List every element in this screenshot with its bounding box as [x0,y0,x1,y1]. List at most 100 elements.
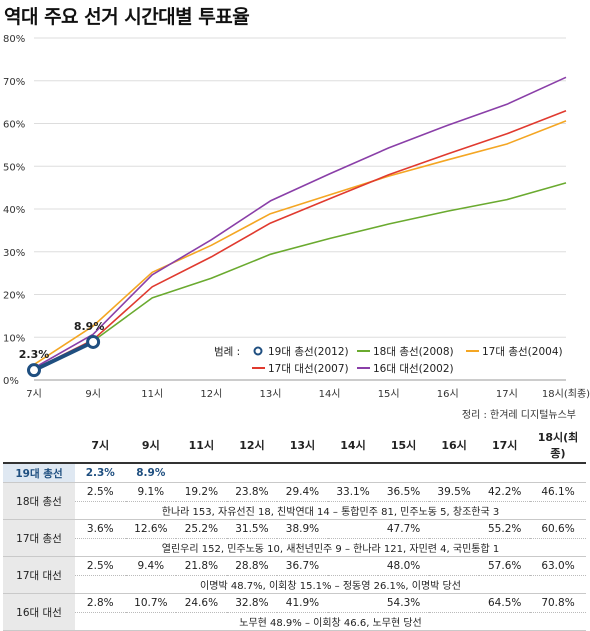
series-line [33,120,567,366]
x-tick-label: 14시 [319,388,341,400]
y-tick-label: 30% [3,248,25,259]
x-tick-label: 11시 [141,388,163,400]
column-header: 13시 [277,428,328,464]
table-cell: 2.5% [75,556,126,576]
table-cell: 57.6% [479,556,530,576]
table-cell: 39.5% [428,482,480,502]
table-cell [428,519,480,539]
header-corner [3,428,75,464]
result-note: 이명박 48.7%, 이회창 15.1% – 정동영 26.1%, 이명박 당선 [75,575,586,594]
table-cell [176,463,227,483]
table-row: 17대 대선 2.5% 9.4% 21.8% 28.8% 36.7% 48.0% 57.6% 6… [3,556,586,594]
table-row: 19대 총선 2.3% 8.9% [3,463,586,483]
x-tick-label: 9시 [85,388,101,400]
legend-title: 범례 : [214,346,240,358]
table-cell: 36.7% [277,556,328,576]
table-cell: 24.6% [176,593,227,613]
table-cell: 60.6% [530,519,586,539]
result-note: 열린우리 152, 민주노동 10, 새천년민주 9 – 한나라 121, 자민… [75,538,586,557]
result-note: 노무현 48.9% – 이회창 46.6, 노무현 당선 [75,612,586,631]
chart-title: 역대 주요 선거 시간대별 투표율 [4,6,250,28]
table-cell: 9.4% [125,556,177,576]
table-row: 17대 총선 3.6% 12.6% 25.2% 31.5% 38.9% 47.7% 55.2%… [3,519,586,557]
y-tick-label: 60% [3,120,25,131]
column-header: 16시 [428,428,480,464]
x-tick-label: 16시 [437,388,459,400]
legend-label: 17대 대선(2007) [268,363,349,375]
table-note-row: 노무현 48.9% – 이회창 46.6, 노무현 당선 [3,612,586,631]
table-cell [378,463,429,483]
column-header: 12시 [226,428,278,464]
x-tick-label: 17시 [496,388,518,400]
table-cell [428,593,480,613]
result-note: 한나라 153, 자유선진 18, 친박연대 14 – 통합민주 81, 민주노… [75,501,586,520]
table-cell [327,519,379,539]
table-cell: 21.8% [176,556,227,576]
table-cell: 48.0% [378,556,429,576]
table-cell: 9.1% [125,482,177,502]
row-label: 16대 대선 [3,593,75,631]
table-cell: 19.2% [176,482,227,502]
series-line [33,340,94,373]
table-cell [327,463,379,483]
column-header: 14시 [327,428,379,464]
column-header: 15시 [378,428,429,464]
x-tick-label: 7시 [26,388,42,400]
y-tick-label: 40% [3,205,25,216]
turnout-table: 7시 9시 11시 12시 13시 14시 15시 16시 17시 18시(최종) 19대 총선 2… [3,428,586,631]
table-note-row: 열린우리 152, 민주노동 10, 새천년민주 9 – 한나라 121, 자민… [3,538,586,557]
data-point [86,334,101,349]
table-cell: 46.1% [530,482,586,502]
series-line [33,109,567,371]
y-tick-label: 80% [3,34,25,45]
row-label: 17대 총선 [3,519,75,557]
column-header: 9시 [125,428,177,464]
table-cell: 36.5% [378,482,429,502]
column-header: 11시 [176,428,227,464]
table-cell: 64.5% [479,593,530,613]
table-header-row: 7시 9시 11시 12시 13시 14시 15시 16시 17시 18시(최종) [3,428,586,464]
table-cell: 32.8% [226,593,278,613]
table-cell: 41.9% [277,593,328,613]
y-tick-label: 20% [3,291,25,302]
y-tick-label: 10% [3,333,25,344]
data-label: 2.3% [19,348,50,361]
table-cell: 55.2% [479,519,530,539]
column-header: 18시(최종) [530,428,586,464]
row-label: 18대 총선 [3,482,75,520]
table-cell: 29.4% [277,482,328,502]
row-label: 17대 대선 [3,556,75,594]
column-header: 7시 [75,428,126,464]
table-cell: 2.5% [75,482,126,502]
table-cell [277,463,328,483]
table-cell [428,463,480,483]
table-cell: 2.3% [75,463,126,483]
table-row: 16대 대선 2.8% 10.7% 24.6% 32.8% 41.9% 54.3% 64.5%… [3,593,586,631]
series-line [33,76,567,369]
line-chart: 0% 10% 20% 30% 40% 50% 60% 70% 80% 7시 9시 11시 12시 13시 1… [3,34,590,400]
legend-label: 19대 총선(2012) [268,346,349,358]
table-note-row: 한나라 153, 자유선진 18, 친박연대 14 – 통합민주 81, 민주노… [3,501,586,520]
legend-label: 18대 총선(2008) [373,346,454,358]
y-tick-label: 70% [3,77,25,88]
table-cell: 8.9% [125,463,177,483]
series-line [33,182,567,371]
source-credit: 정리 : 한겨레 디지털뉴스부 [461,410,576,421]
y-tick-label: 50% [3,162,25,173]
table-cell: 31.5% [226,519,278,539]
table-cell: 47.7% [378,519,429,539]
column-header: 17시 [479,428,530,464]
row-label: 19대 총선 [3,463,75,483]
data-point [27,363,41,378]
table-cell: 63.0% [530,556,586,576]
table-cell [327,556,379,576]
x-tick-label: 15시 [378,388,400,400]
table-cell: 54.3% [378,593,429,613]
table-cell: 23.8% [226,482,278,502]
legend-label: 17대 총선(2004) [482,346,563,358]
table-cell: 3.6% [75,519,126,539]
table-cell: 25.2% [176,519,227,539]
table-cell [479,463,530,483]
table-cell [428,556,480,576]
table-cell: 70.8% [530,593,586,613]
